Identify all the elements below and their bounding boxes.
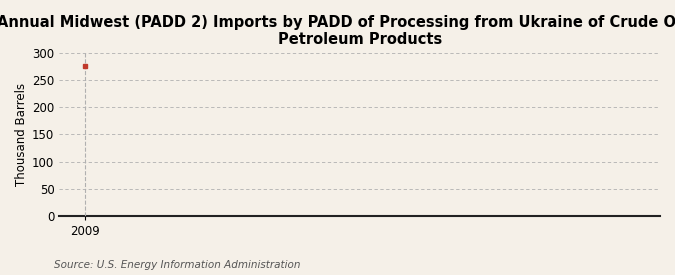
Text: Source: U.S. Energy Information Administration: Source: U.S. Energy Information Administ… — [54, 260, 300, 270]
Y-axis label: Thousand Barrels: Thousand Barrels — [15, 83, 28, 186]
Title: Annual Midwest (PADD 2) Imports by PADD of Processing from Ukraine of Crude Oil : Annual Midwest (PADD 2) Imports by PADD … — [0, 15, 675, 47]
